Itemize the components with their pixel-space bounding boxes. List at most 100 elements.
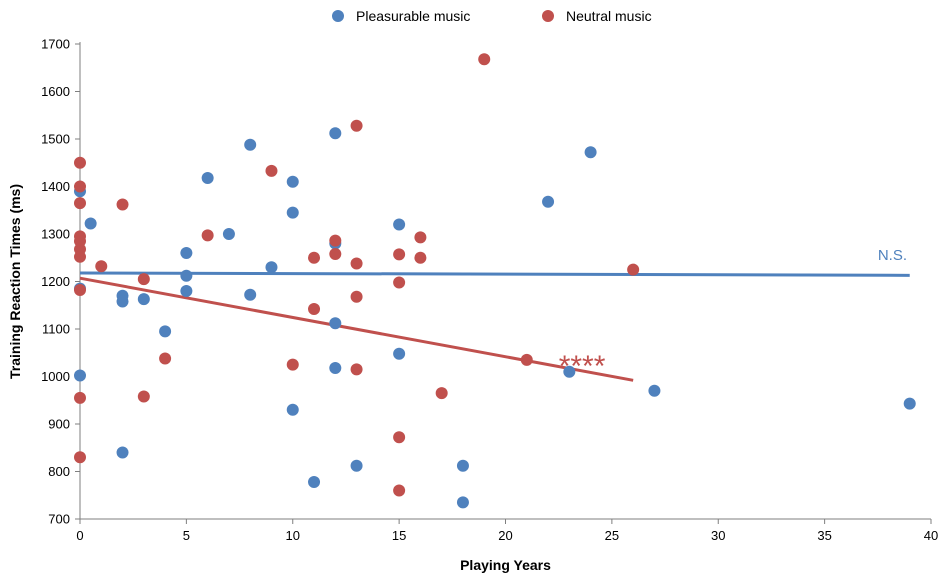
x-tick-label: 10 <box>286 528 300 543</box>
x-tick-label: 25 <box>605 528 619 543</box>
data-point <box>244 288 257 301</box>
data-point <box>74 180 86 193</box>
data-point <box>95 260 108 273</box>
data-point <box>159 325 172 338</box>
data-point <box>116 198 129 211</box>
data-point <box>393 431 406 444</box>
data-point <box>520 353 533 366</box>
y-tick-label: 1100 <box>42 322 70 337</box>
data-point <box>286 403 299 416</box>
legend-label: Pleasurable music <box>356 8 470 24</box>
data-point <box>456 496 469 509</box>
data-point <box>180 285 193 297</box>
data-point <box>308 475 321 488</box>
data-point <box>74 250 86 263</box>
data-point <box>265 261 278 274</box>
axes: 700 800 900 1000 1100 1200 1300 1400 1500 1600 170… <box>41 37 938 544</box>
data-point <box>414 251 427 264</box>
data-point <box>201 171 214 184</box>
data-point <box>478 53 491 66</box>
y-tick-label: 1400 <box>41 179 70 194</box>
x-tick-label: 35 <box>817 528 831 543</box>
data-point <box>74 391 86 404</box>
x-tick-label: 0 <box>76 528 83 543</box>
data-point <box>286 206 299 219</box>
annotation-label: **** <box>559 350 606 383</box>
data-point <box>393 276 406 289</box>
data-point <box>74 451 86 464</box>
data-point <box>393 218 406 231</box>
data-point <box>137 293 150 306</box>
annotations: N.S. **** <box>559 247 907 383</box>
data-point <box>393 484 406 497</box>
trendline <box>79 271 910 277</box>
data-point <box>137 390 150 403</box>
x-tick-label: 30 <box>711 528 725 543</box>
annotation-label: N.S. <box>878 247 907 264</box>
data-point <box>201 229 214 242</box>
x-tick-label: 15 <box>392 528 406 543</box>
data-point <box>627 263 640 276</box>
data-point <box>74 284 86 297</box>
data-point <box>350 290 363 303</box>
data-point <box>74 156 86 169</box>
data-point <box>137 273 150 286</box>
y-tick-label: 700 <box>48 512 70 527</box>
data-point <box>648 384 661 397</box>
x-tick-label: 5 <box>183 528 190 543</box>
data-point <box>116 295 129 308</box>
data-point <box>435 387 448 400</box>
data-point <box>903 397 916 410</box>
data-point <box>265 164 278 177</box>
x-tick-label: 40 <box>924 528 938 543</box>
y-tick-label: 1300 <box>41 227 70 242</box>
data-point <box>542 195 555 208</box>
data-point <box>329 317 342 330</box>
data-point <box>393 248 406 261</box>
data-point <box>159 352 172 365</box>
data-point <box>329 234 342 247</box>
legend-marker <box>542 10 554 22</box>
y-tick-label: 1000 <box>41 369 70 384</box>
data-point <box>584 146 597 159</box>
x-tick-label: 20 <box>498 528 512 543</box>
data-point <box>74 197 86 210</box>
data-point <box>563 365 576 378</box>
data-point <box>286 175 299 188</box>
trendlines <box>79 271 910 382</box>
data-point <box>308 251 321 264</box>
data-point <box>180 247 193 259</box>
data-point <box>329 247 342 260</box>
data-point <box>286 358 299 371</box>
data-point <box>414 231 427 244</box>
legend: Pleasurable music Neutral music <box>332 8 652 24</box>
data-point <box>222 228 235 240</box>
data-points <box>74 53 916 509</box>
legend-label: Neutral music <box>566 8 652 24</box>
legend-marker <box>332 10 344 22</box>
trendline <box>79 276 634 382</box>
y-tick-label: 1500 <box>41 132 70 147</box>
data-point <box>116 446 129 459</box>
x-axis-title: Playing Years <box>460 557 551 573</box>
y-axis-title: Training Reaction Times (ms) <box>7 184 23 379</box>
data-point <box>84 217 97 230</box>
y-tick-label: 1600 <box>41 84 70 99</box>
y-tick-label: 900 <box>48 417 70 432</box>
data-point <box>329 361 342 374</box>
y-tick-label: 1700 <box>41 37 70 52</box>
data-point <box>74 369 86 382</box>
data-point <box>456 459 469 472</box>
data-point <box>350 363 363 376</box>
y-tick-label: 800 <box>48 464 70 479</box>
data-point <box>350 119 363 132</box>
data-point <box>393 347 406 360</box>
data-point <box>244 138 257 151</box>
data-point <box>350 459 363 472</box>
data-point <box>329 127 342 140</box>
data-point <box>180 269 193 282</box>
y-tick-label: 1200 <box>41 274 70 289</box>
data-point <box>350 257 363 270</box>
data-point <box>308 303 321 316</box>
